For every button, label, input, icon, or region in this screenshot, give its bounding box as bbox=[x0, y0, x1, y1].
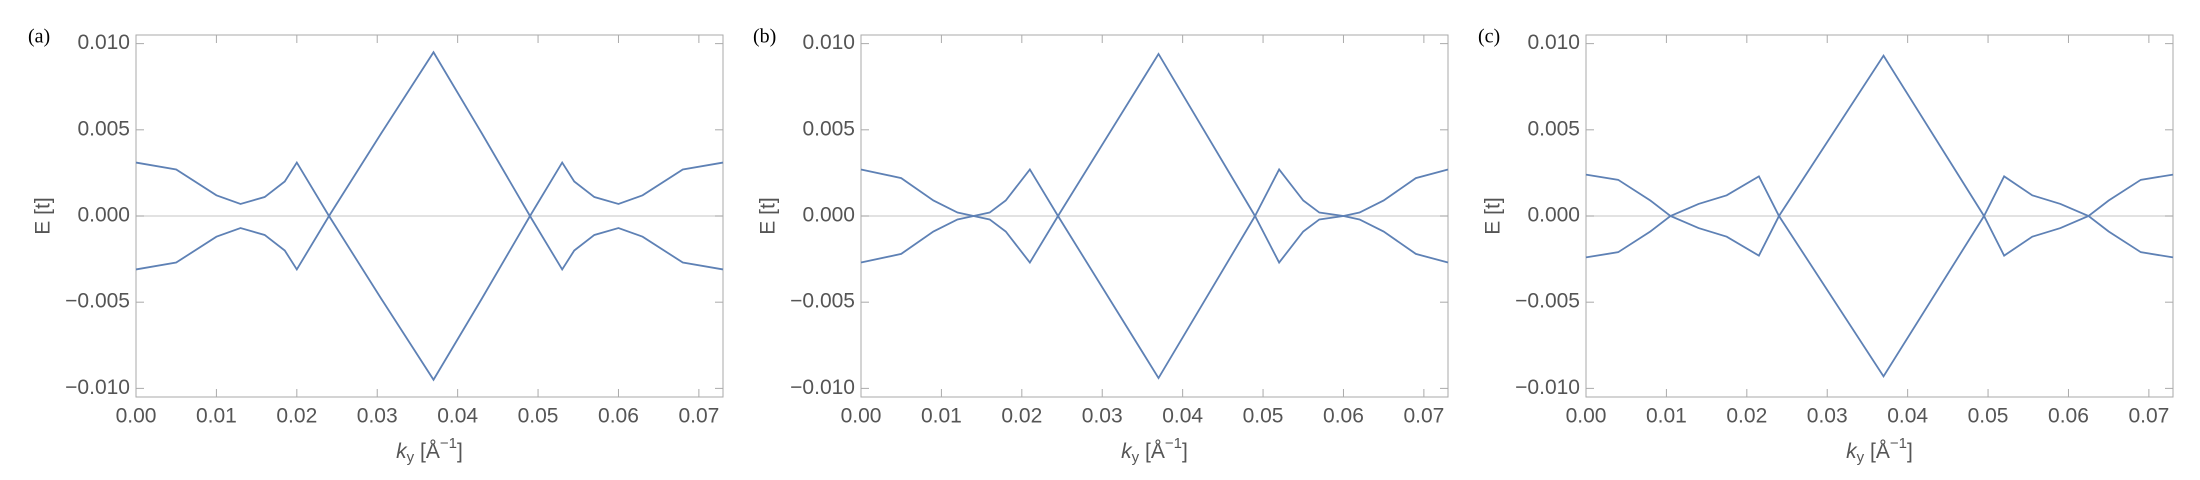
y-tick-label: 0.005 bbox=[1527, 117, 1580, 140]
band-line bbox=[860, 52, 1449, 265]
y-axis-label: E [t] bbox=[32, 197, 55, 234]
x-tick-label: 0.05 bbox=[518, 405, 559, 428]
x-axis-label: ky [Å−1] bbox=[396, 435, 463, 466]
x-axis-label: ky [Å−1] bbox=[1121, 435, 1188, 466]
x-axis-label-part: y bbox=[1132, 449, 1140, 466]
x-tick-label: 0.02 bbox=[1726, 405, 1767, 428]
x-tick-label: 0.06 bbox=[1323, 405, 1364, 428]
x-tick-label: 0.05 bbox=[1968, 405, 2009, 428]
x-tick-label: 0.03 bbox=[357, 405, 398, 428]
x-axis-label-part: −1 bbox=[440, 435, 457, 452]
y-tick-label: 0.000 bbox=[1527, 204, 1580, 227]
x-tick-label: 0.01 bbox=[196, 405, 237, 428]
x-axis-label-part: k bbox=[1121, 440, 1133, 463]
x-tick-label: 0.04 bbox=[1162, 405, 1203, 428]
y-tick-label: 0.000 bbox=[802, 204, 855, 227]
y-tick-label: −0.010 bbox=[65, 376, 130, 399]
y-tick-label: −0.005 bbox=[65, 290, 130, 313]
band-line bbox=[860, 167, 1449, 380]
panel: (a) −0.010 −0.005 0.000 0.005 0.010 0.00 0.01 0.… bbox=[28, 26, 724, 466]
y-tick-label: −0.010 bbox=[790, 376, 855, 399]
x-tick-label: 0.01 bbox=[1646, 405, 1687, 428]
x-axis-label-part: [Å bbox=[414, 440, 440, 463]
x-tick-label: 0.07 bbox=[678, 405, 719, 428]
y-tick-label: 0.005 bbox=[802, 117, 855, 140]
x-tick-label: 0.00 bbox=[1566, 405, 1607, 428]
x-tick-label: 0.04 bbox=[437, 405, 478, 428]
x-tick-label: 0.03 bbox=[1082, 405, 1123, 428]
band-line bbox=[135, 50, 724, 272]
x-tick-label: 0.06 bbox=[598, 405, 639, 428]
y-tick-label: 0.000 bbox=[77, 204, 130, 227]
x-axis-label-part: −1 bbox=[1890, 435, 1907, 452]
x-axis-label-part: ] bbox=[1182, 440, 1188, 463]
x-axis-label-part: k bbox=[1846, 440, 1858, 463]
x-tick-label: 0.02 bbox=[276, 405, 317, 428]
x-tick-label: 0.00 bbox=[116, 405, 157, 428]
x-axis-label-part: y bbox=[1857, 449, 1865, 466]
panel-label: (c) bbox=[1478, 26, 1500, 48]
x-tick-label: 0.07 bbox=[1403, 405, 1444, 428]
panel-label: (a) bbox=[28, 26, 50, 48]
x-axis-label-part: ] bbox=[1907, 440, 1913, 463]
band-line bbox=[135, 160, 724, 382]
x-axis-label-part: [Å bbox=[1139, 440, 1165, 463]
x-axis-label: ky [Å−1] bbox=[1846, 435, 1913, 466]
x-axis-label-part: y bbox=[407, 449, 415, 466]
y-tick-label: −0.005 bbox=[1515, 290, 1580, 313]
x-tick-label: 0.00 bbox=[841, 405, 882, 428]
y-tick-label: 0.010 bbox=[802, 31, 855, 54]
panel: (c) −0.010 −0.005 0.000 0.005 0.010 0.00 0.01 0.… bbox=[1478, 26, 2174, 466]
band-line bbox=[1585, 175, 2174, 378]
panel-label: (b) bbox=[753, 26, 776, 48]
x-tick-label: 0.06 bbox=[2048, 405, 2089, 428]
y-tick-label: 0.010 bbox=[77, 31, 130, 54]
y-tick-label: −0.010 bbox=[1515, 376, 1580, 399]
x-axis-label-part: [Å bbox=[1864, 440, 1890, 463]
x-tick-label: 0.05 bbox=[1243, 405, 1284, 428]
y-axis-label: E [t] bbox=[757, 197, 780, 234]
x-tick-label: 0.01 bbox=[921, 405, 962, 428]
x-axis-label-part: k bbox=[396, 440, 408, 463]
panel: (b) −0.010 −0.005 0.000 0.005 0.010 0.00 0.01 0.… bbox=[753, 26, 1449, 466]
y-tick-label: 0.005 bbox=[77, 117, 130, 140]
x-axis-label-part: ] bbox=[457, 440, 463, 463]
x-tick-label: 0.03 bbox=[1807, 405, 1848, 428]
x-axis-label-part: −1 bbox=[1165, 435, 1182, 452]
band-line bbox=[1585, 54, 2174, 257]
y-axis-label: E [t] bbox=[1482, 197, 1505, 234]
x-tick-label: 0.02 bbox=[1001, 405, 1042, 428]
y-tick-label: −0.005 bbox=[790, 290, 855, 313]
y-tick-label: 0.010 bbox=[1527, 31, 1580, 54]
x-tick-label: 0.04 bbox=[1887, 405, 1928, 428]
x-tick-label: 0.07 bbox=[2128, 405, 2169, 428]
